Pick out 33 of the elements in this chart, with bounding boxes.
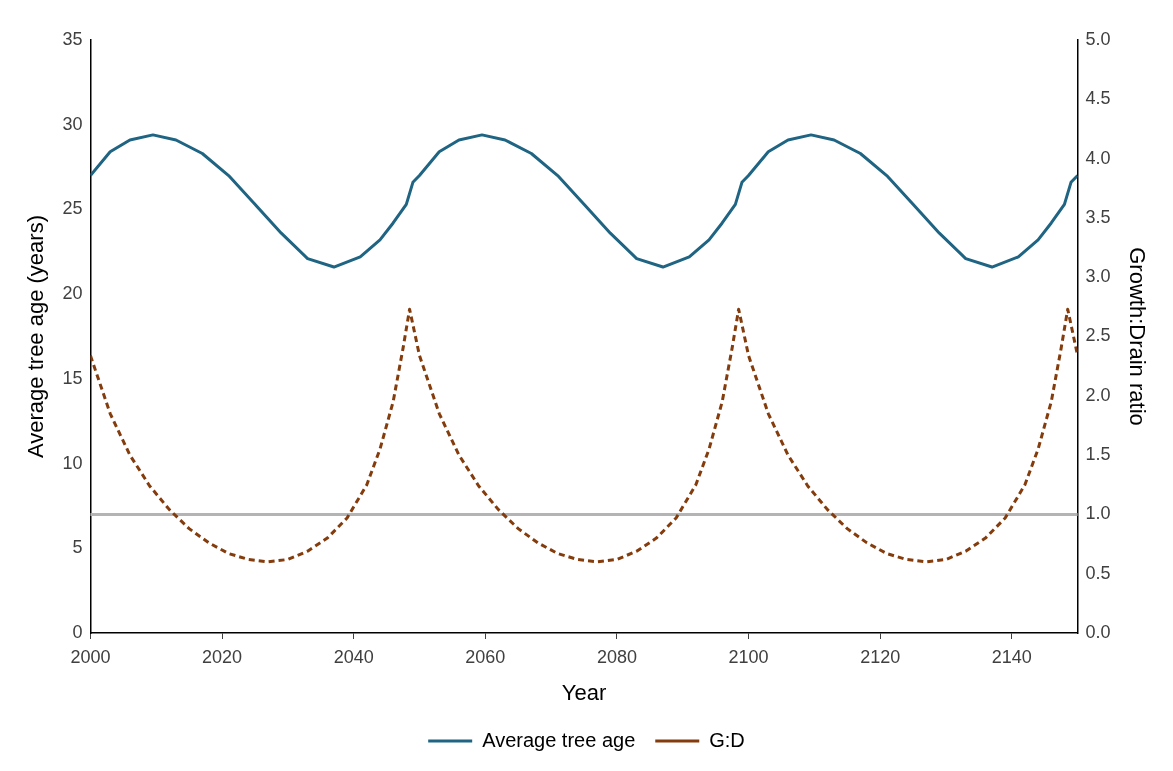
y2-tick-label: 4.5 — [1085, 88, 1111, 109]
x-axis-title: Year — [561, 679, 607, 705]
x-tick-label: 2000 — [70, 646, 111, 667]
y2-tick-label: 0.5 — [1085, 562, 1111, 583]
y2-tick-label: 3.0 — [1085, 266, 1111, 287]
y2-tick-label: 2.5 — [1085, 325, 1111, 346]
y2-tick-label: 1.5 — [1085, 444, 1111, 465]
legend-label: Average tree age — [482, 728, 636, 751]
y-tick-label: 30 — [62, 113, 83, 134]
line-series — [90, 307, 1078, 564]
x-tick-label: 2140 — [991, 646, 1032, 667]
x-tick-label: 2100 — [728, 646, 769, 667]
y2-tick-label: 2.0 — [1085, 384, 1111, 405]
y-tick-label: 0 — [72, 621, 83, 642]
y2-tick-label: 4.0 — [1085, 147, 1111, 168]
y-tick-label: 25 — [62, 198, 83, 219]
y-tick-label: 5 — [72, 537, 83, 558]
y2-tick-label: 3.5 — [1085, 206, 1111, 227]
y-tick-label: 35 — [62, 28, 83, 49]
y2-tick-label: 1.0 — [1085, 503, 1111, 524]
x-tick-label: 2020 — [202, 646, 243, 667]
y2-tick-label: 0.0 — [1085, 621, 1111, 642]
x-tick-label: 2080 — [596, 646, 637, 667]
y-tick-label: 10 — [62, 452, 83, 473]
y-axis-title: Average tree age (years) — [23, 215, 49, 458]
y-tick-label: 15 — [62, 367, 83, 388]
y-tick-label: 20 — [62, 283, 83, 304]
x-tick-label: 2040 — [333, 646, 374, 667]
legend-label: G:D — [709, 728, 745, 751]
y2-axis-title: Growth:Drain ratio — [1124, 247, 1150, 426]
x-tick-label: 2060 — [465, 646, 506, 667]
x-tick-label: 2120 — [860, 646, 901, 667]
y2-tick-label: 5.0 — [1085, 28, 1111, 49]
